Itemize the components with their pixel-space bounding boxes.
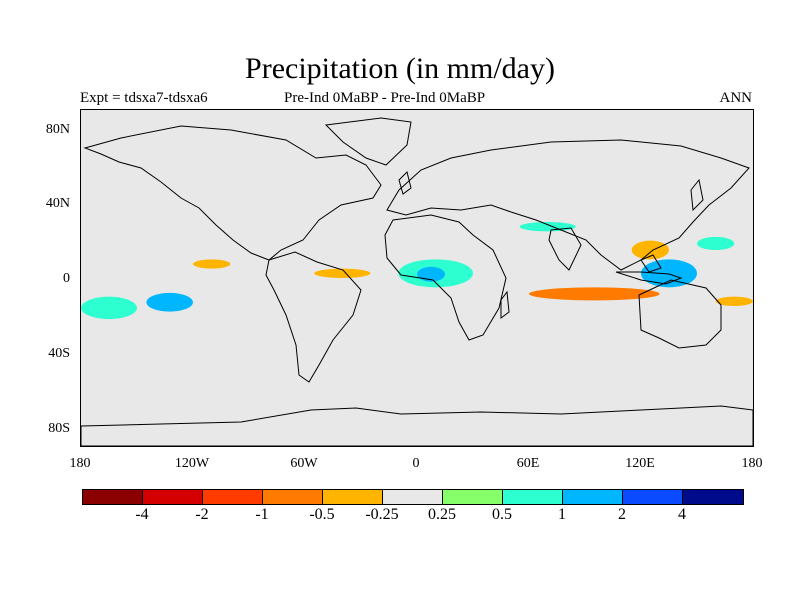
colorbar-swatch [623,490,683,504]
colorbar [82,489,744,505]
colorbar-label: 0.25 [428,506,456,523]
lon-label-180e: 180 [741,456,763,471]
colorbar-swatch [83,490,143,504]
colorbar-label: 2 [618,506,626,523]
lat-label-40s: 40S [48,346,70,361]
coastlines [81,117,753,446]
lat-label-80n: 80N [45,122,70,137]
colorbar-swatch [263,490,323,504]
colorbar-label: -0.25 [365,506,399,523]
colorbar-label: 4 [678,506,686,523]
lon-label-120e: 120E [625,456,655,471]
lon-label-120w: 120W [174,456,210,471]
colorbar-label: 1 [558,506,566,523]
colorbar-label: -0.5 [309,506,335,523]
anomaly-patch [519,222,576,232]
colorbar-swatch [503,490,563,504]
comparison-label: Pre-Ind 0MaBP - Pre-Ind 0MaBP [284,90,486,106]
colorbar-swatch [683,490,743,504]
anomaly-patch [715,296,753,306]
lon-label-180w: 180 [69,456,91,471]
colorbar-swatch [383,490,443,504]
colorbar-swatch [203,490,263,504]
anomaly-layer [81,222,753,320]
colorbar-swatch [563,490,623,504]
lat-label-0: 0 [63,271,70,286]
season-label: ANN [719,90,753,106]
colorbar-swatch [323,490,383,504]
anomaly-patch [146,292,193,312]
map-plot-area [80,109,754,447]
anomaly-patch [697,236,735,250]
lon-label-0: 0 [412,456,420,471]
lon-label-60w: 60W [290,456,318,471]
lat-label-40n: 40N [45,196,70,211]
anomaly-patch [193,259,231,269]
anomaly-patch [314,268,371,278]
anomaly-patch [529,287,660,301]
colorbar-label: 0.5 [492,506,512,523]
colorbar-swatch [443,490,503,504]
experiment-label: Expt = tdsxa7-tdsxa6 [80,90,208,106]
lon-label-60e: 60E [516,456,540,471]
anomaly-patch [417,266,445,282]
colorbar-label: -4 [135,506,149,523]
anomaly-patch [641,259,697,288]
world-map [81,117,753,446]
colorbar-swatch [143,490,203,504]
colorbar-label: -2 [195,506,209,523]
plot-title: Precipitation (in mm/day) [245,52,555,85]
lat-label-80s: 80S [48,421,70,436]
anomaly-patch [631,240,669,260]
anomaly-patch [81,296,137,320]
colorbar-label: -1 [255,506,269,523]
